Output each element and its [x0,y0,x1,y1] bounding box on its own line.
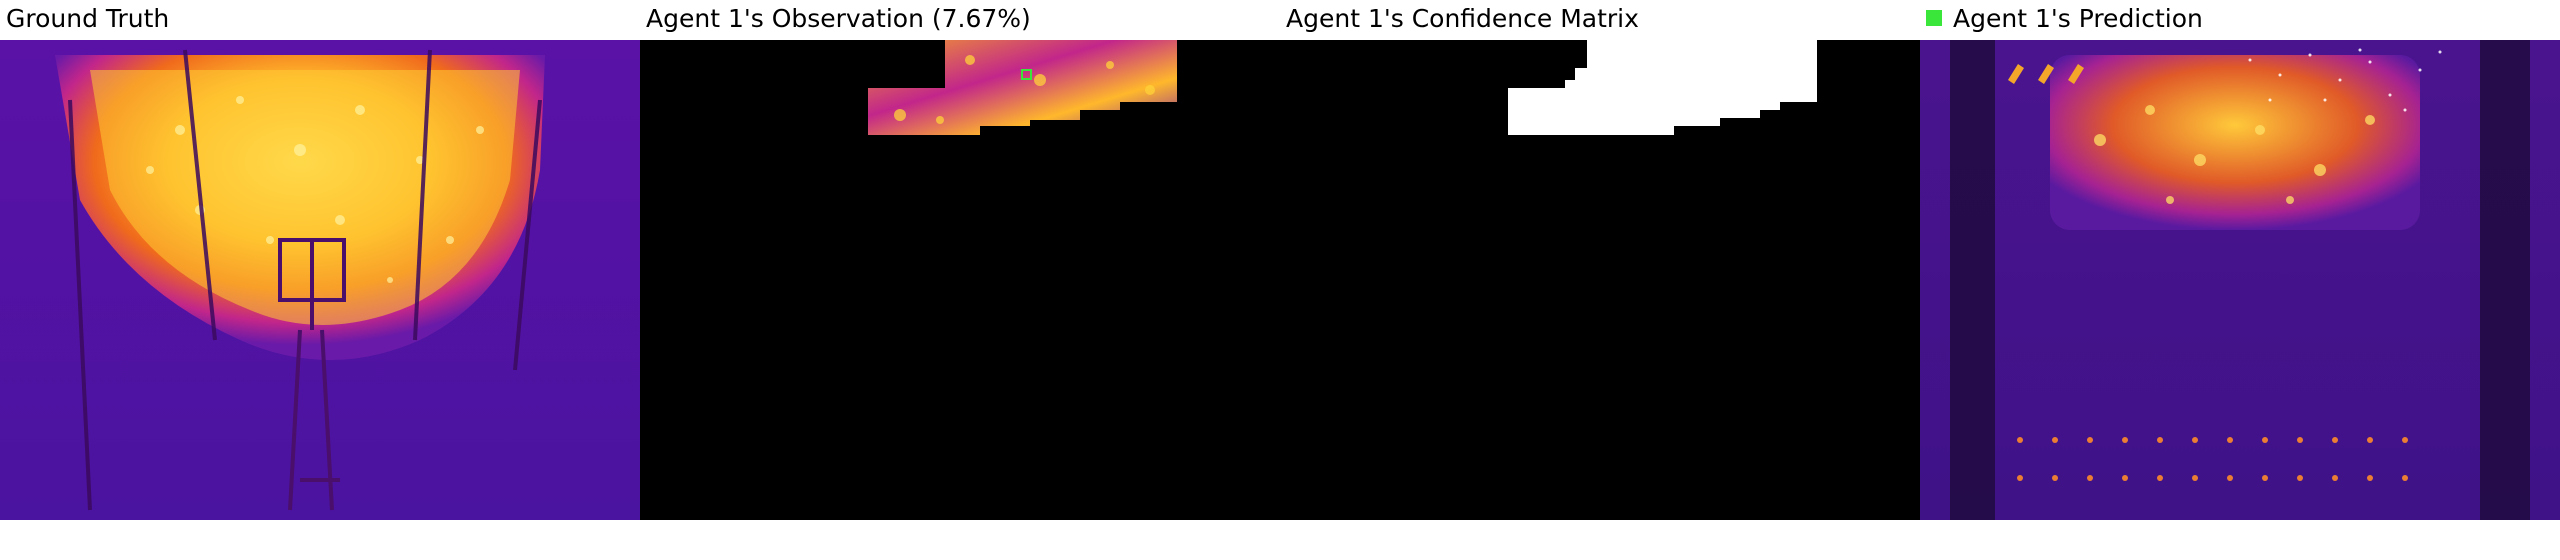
ground-truth-panel: Ground Truth [0,0,640,560]
observation-image [640,40,1280,520]
confidence-image [1280,40,1920,520]
prediction-image [1920,40,2560,520]
confidence-panel: Agent 1's Confidence Matrix [1280,0,1920,560]
ground-truth-title: Ground Truth [6,4,170,33]
observation-panel: Agent 1's Observation (7.67%) [640,0,1280,560]
prediction-title: Agent 1's Prediction [1953,4,2203,33]
prediction-panel: Agent 1's Prediction [1920,0,2560,560]
ground-truth-image [0,40,640,520]
agent-marker-icon [1021,69,1032,80]
confidence-title: Agent 1's Confidence Matrix [1286,4,1639,33]
observation-title: Agent 1's Observation (7.67%) [646,4,1031,33]
prediction-legend-swatch [1926,10,1942,26]
